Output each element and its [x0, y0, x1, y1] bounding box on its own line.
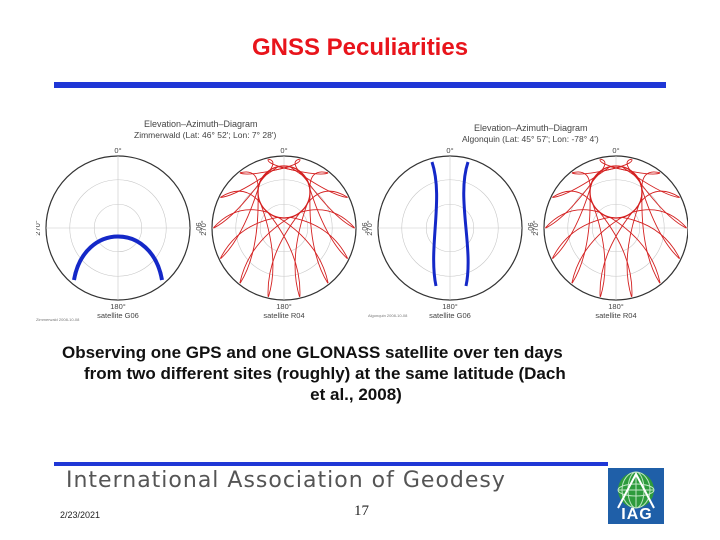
satellite-track: [239, 216, 291, 284]
satellite-track: [599, 159, 633, 173]
elevation-azimuth-figure: Elevation–Azimuth–Diagram Zimmerwald (La…: [36, 118, 688, 328]
north-label: 0°: [114, 146, 121, 155]
logo-text: IAG: [621, 506, 653, 523]
satellite-track: [260, 203, 274, 297]
satellite-track: [545, 209, 600, 229]
iag-globe-logo-icon: [608, 468, 664, 524]
satellite-track: [545, 171, 601, 229]
title-divider: [54, 82, 666, 88]
satellite-track: [621, 216, 681, 259]
slide-title: GNSS Peculiarities: [251, 34, 469, 61]
polar-plot-g06-algonquin: 0° 180° 270° 90° satellite G06: [365, 146, 535, 320]
right-panel-heading: Elevation–Azimuth–Diagram: [474, 123, 588, 133]
satellite-track: [430, 161, 439, 287]
east-label: 90°: [526, 222, 535, 233]
satellite-track: [632, 209, 687, 229]
satellite-track: [552, 166, 611, 198]
slide-date: 2/23/2021: [60, 510, 101, 520]
satellite-track: [300, 209, 355, 229]
left-panel-heading: Elevation–Azimuth–Diagram: [144, 119, 258, 129]
west-label: 270°: [365, 220, 374, 236]
satellite-track: [220, 190, 261, 204]
caption-line-3: et al., 2008): [310, 385, 402, 404]
satellite-track: [309, 191, 329, 284]
satellite-track: [621, 166, 680, 198]
satellite-track: [571, 191, 591, 284]
satellite-track: [641, 191, 661, 284]
satellite-track: [552, 190, 593, 204]
caption-line-2: from two different sites (roughly) at th…: [84, 364, 566, 383]
satellite-track: [219, 216, 279, 259]
satellite-track: [638, 180, 680, 260]
satellite-track: [571, 216, 623, 284]
satellite-track: [289, 216, 349, 259]
north-label: 0°: [612, 146, 619, 155]
south-label: 180°: [442, 302, 458, 311]
satellite-track: [639, 190, 680, 204]
east-label: 90°: [194, 222, 203, 233]
west-label: 270°: [531, 220, 540, 236]
satellite-track: [239, 166, 290, 175]
page-number: 17: [354, 503, 369, 519]
left-panel-site: Zimmerwald (Lat: 46° 52'; Lon: 7° 28'): [134, 130, 276, 140]
satellite-track: [306, 180, 348, 260]
satellite-track: [220, 180, 262, 260]
polar-plot-r04-algonquin: 0°180°270°90°satellite R04: [531, 146, 688, 320]
south-label: 180°: [608, 302, 624, 311]
satellite-label: satellite R04: [595, 311, 636, 320]
satellite-track: [552, 180, 594, 260]
satellite-track: [462, 161, 470, 287]
west-label: 270°: [199, 220, 208, 236]
satellite-track: [72, 234, 164, 281]
north-label: 0°: [280, 146, 287, 155]
right-panel-footnote: Algonquin 2008-10-08: [368, 313, 408, 318]
satellite-track: [609, 216, 661, 284]
satellite-track: [267, 212, 301, 297]
south-label: 180°: [276, 302, 292, 311]
polar-plot-g06-zimmerwald: 0° 180° 270° 90° satellite G06: [36, 146, 203, 320]
satellite-track: [213, 209, 268, 229]
satellite-label: satellite R04: [263, 311, 304, 320]
satellite-track: [626, 158, 640, 182]
satellite-track: [267, 159, 301, 173]
satellite-track: [599, 212, 633, 297]
satellite-track: [289, 166, 348, 198]
right-panel-site: Algonquin (Lat: 45° 57'; Lon: -78° 4'): [462, 134, 599, 144]
satellite-track: [307, 190, 348, 204]
slide-caption: Observing one GPS and one GLONASS satell…: [56, 342, 656, 405]
satellite-track: [220, 166, 279, 198]
satellite-track: [592, 203, 606, 297]
footer-divider: [54, 462, 608, 466]
satellite-track: [599, 212, 633, 297]
satellite-track: [267, 212, 301, 297]
satellite-track: [626, 203, 640, 297]
satellite-track: [571, 166, 622, 175]
satellite-track: [294, 203, 308, 297]
caption-line-1: Observing one GPS and one GLONASS satell…: [62, 343, 563, 362]
satellite-label: satellite G06: [429, 311, 471, 320]
satellite-track: [213, 171, 269, 229]
west-label: 270°: [36, 220, 42, 236]
satellite-track: [239, 191, 259, 284]
north-label: 0°: [446, 146, 453, 155]
east-label: 90°: [360, 222, 369, 233]
elevation-azimuth-svg: Elevation–Azimuth–Diagram Zimmerwald (La…: [36, 119, 688, 322]
satellite-track: [277, 216, 329, 284]
left-panel-footnote: Zimmerwald 2008-10-08: [36, 317, 80, 322]
satellite-track: [294, 158, 308, 182]
polar-plot-r04-zimmerwald: 0° 180° 270° 90° satellite R04: [199, 146, 369, 320]
satellite-track: [551, 216, 611, 259]
south-label: 180°: [110, 302, 126, 311]
satellite-label: satellite G06: [97, 311, 139, 320]
organization-name: International Association of Geodesy: [66, 468, 506, 493]
